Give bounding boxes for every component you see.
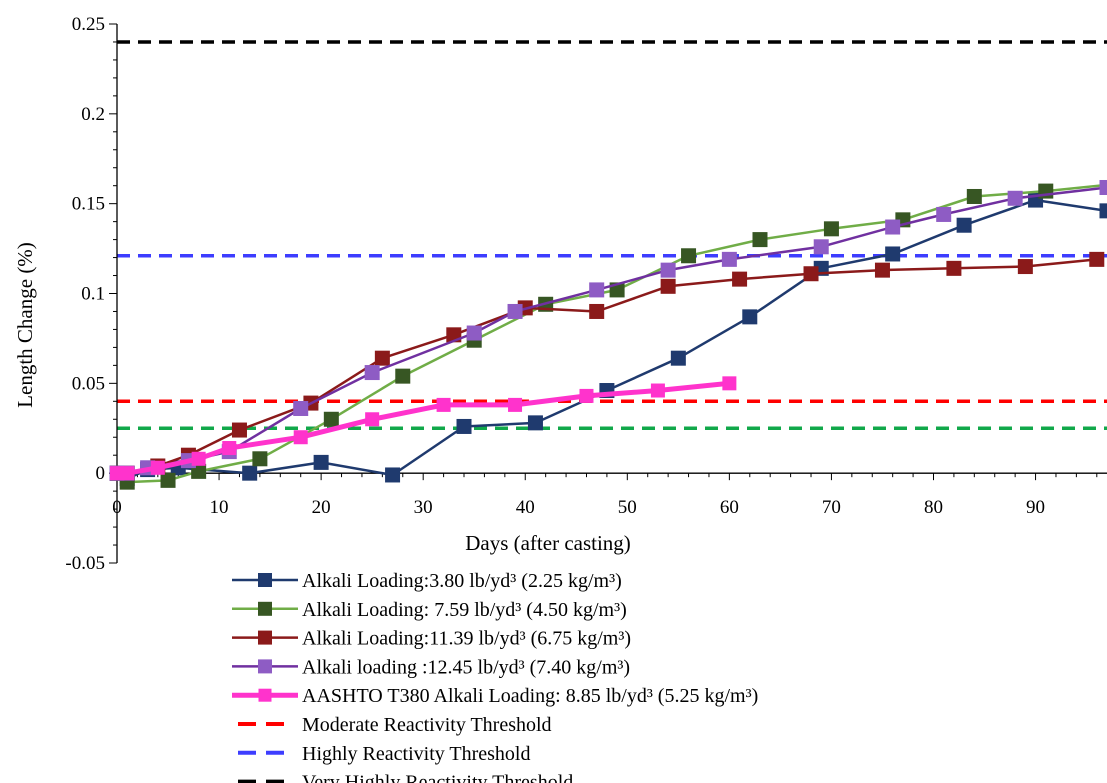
data-point xyxy=(742,309,758,325)
data-point xyxy=(589,282,605,298)
series-4 xyxy=(110,376,737,481)
data-point xyxy=(1089,251,1105,267)
legend-label: Alkali Loading:11.39 lb/yd³ (6.75 kg/m³) xyxy=(302,628,631,650)
data-point xyxy=(507,303,523,319)
data-point xyxy=(946,260,962,276)
legend-swatch-marker xyxy=(258,601,272,616)
x-tick-label: 90 xyxy=(1026,497,1045,518)
data-point xyxy=(222,441,237,456)
data-point xyxy=(660,262,676,278)
y-tick-label: -0.05 xyxy=(65,553,105,574)
data-point xyxy=(436,397,451,412)
y-tick-label: 0.05 xyxy=(72,373,105,394)
data-point xyxy=(579,388,594,403)
data-point xyxy=(956,217,972,233)
legend-label: AASHTO T380 Alkali Loading: 8.85 lb/yd³ … xyxy=(302,685,758,707)
legend-item-1: Alkali Loading: 7.59 lb/yd³ (4.50 kg/m³) xyxy=(232,599,627,621)
data-point xyxy=(395,368,411,384)
legend-label: Alkali loading :12.45 lb/yd³ (7.40 kg/m³… xyxy=(302,656,630,678)
data-point xyxy=(293,400,309,416)
y-tick-label: 0.1 xyxy=(81,284,105,305)
data-point xyxy=(721,251,737,267)
data-point xyxy=(752,232,768,248)
y-axis-label: Length Change (%) xyxy=(13,242,37,408)
legend-item-4: AASHTO T380 Alkali Loading: 8.85 lb/yd³ … xyxy=(232,685,758,707)
data-point xyxy=(936,206,952,222)
legend-item-threshold-0: Moderate Reactivity Threshold xyxy=(238,714,552,736)
legend-item-3: Alkali loading :12.45 lb/yd³ (7.40 kg/m³… xyxy=(232,656,630,678)
legend-item-threshold-2: Very Highly Reactivity Threshold xyxy=(238,772,573,783)
legend-swatch-marker xyxy=(258,630,272,645)
x-tick-label: 60 xyxy=(720,497,739,518)
legend-swatch-marker xyxy=(258,659,272,674)
data-point xyxy=(150,460,165,475)
x-tick-label: 80 xyxy=(924,497,943,518)
legend-item-threshold-1: Highly Reactivity Threshold xyxy=(238,743,531,765)
y-tick-label: 0.2 xyxy=(81,104,105,125)
legend-label: Highly Reactivity Threshold xyxy=(302,743,531,765)
data-point xyxy=(364,365,380,381)
data-point xyxy=(293,430,308,445)
data-point xyxy=(966,188,982,204)
data-point xyxy=(589,303,605,319)
data-point xyxy=(1099,203,1107,219)
data-point xyxy=(813,239,829,255)
data-point xyxy=(365,412,380,427)
legend-swatch-marker xyxy=(258,688,272,702)
legend-label: Very Highly Reactivity Threshold xyxy=(302,772,573,783)
legend-swatch-marker xyxy=(258,573,272,587)
x-tick-label: 70 xyxy=(822,497,841,518)
data-point xyxy=(885,219,901,235)
x-tick-label: 10 xyxy=(210,497,229,518)
legend-item-0: Alkali Loading:3.80 lb/yd³ (2.25 kg/m³) xyxy=(232,570,622,592)
y-tick-label: 0.25 xyxy=(72,14,105,35)
legend-label: Alkali Loading:3.80 lb/yd³ (2.25 kg/m³) xyxy=(302,570,622,592)
x-tick-label: 40 xyxy=(516,497,535,518)
data-point xyxy=(160,472,176,488)
data-point xyxy=(456,418,472,434)
data-point xyxy=(466,325,482,341)
y-tick-label: 0.15 xyxy=(72,194,105,215)
legend-label: Alkali Loading: 7.59 lb/yd³ (4.50 kg/m³) xyxy=(302,599,627,621)
data-point xyxy=(823,221,839,237)
x-tick-label: 50 xyxy=(618,497,637,518)
data-point xyxy=(508,397,523,412)
x-tick-label: 30 xyxy=(414,497,433,518)
data-point xyxy=(231,422,247,438)
x-tick-label: 20 xyxy=(312,497,331,518)
data-point xyxy=(120,466,135,481)
x-axis-label: Days (after casting) xyxy=(465,531,631,555)
x-tick-label: 0 xyxy=(112,497,122,518)
threshold-lines xyxy=(117,40,1107,430)
data-point xyxy=(313,454,329,470)
data-point xyxy=(191,451,206,466)
data-point xyxy=(527,415,543,431)
data-point xyxy=(681,248,697,264)
data-point xyxy=(1007,190,1023,206)
data-point xyxy=(1099,179,1107,195)
legend: Alkali Loading:3.80 lb/yd³ (2.25 kg/m³) A… xyxy=(232,570,758,783)
axes: -0.05 0 0.05 0.1 0.15 0.2 0.25 0 10 20 30 40 50 60 70 8… xyxy=(65,14,1107,574)
series-group xyxy=(109,179,1107,490)
data-point xyxy=(650,383,665,398)
y-tick-label: 0 xyxy=(96,463,106,484)
data-point xyxy=(252,451,268,467)
data-point xyxy=(874,262,890,278)
data-point xyxy=(722,376,737,391)
legend-label: Moderate Reactivity Threshold xyxy=(302,714,552,736)
data-point xyxy=(242,465,258,481)
series-line-0 xyxy=(116,198,1107,480)
data-point xyxy=(670,350,686,366)
data-point xyxy=(385,467,401,483)
data-point xyxy=(1017,259,1033,275)
data-point xyxy=(885,246,901,262)
data-point xyxy=(374,350,390,366)
data-point xyxy=(323,411,339,427)
data-point xyxy=(803,266,819,282)
data-point xyxy=(732,271,748,287)
data-point xyxy=(660,278,676,294)
legend-item-2: Alkali Loading:11.39 lb/yd³ (6.75 kg/m³) xyxy=(232,628,631,650)
